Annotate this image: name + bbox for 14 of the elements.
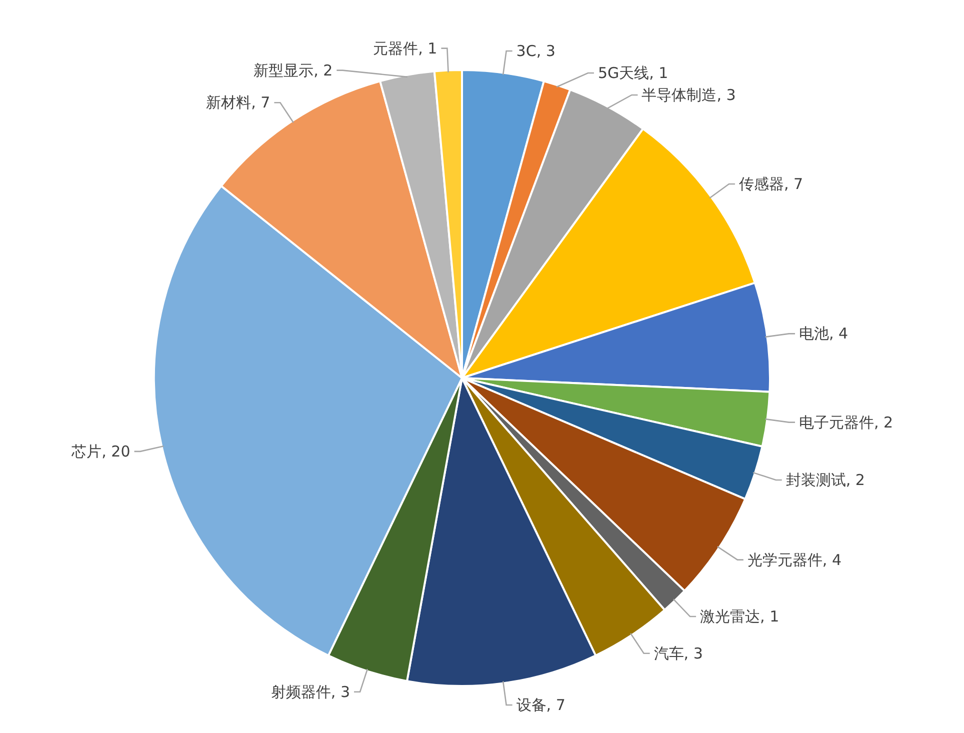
label-半导体制造: 半导体制造, 3 <box>642 86 736 104</box>
label-设备: 设备, 7 <box>516 696 566 714</box>
label-射频器件: 射频器件, 3 <box>270 682 350 701</box>
label-新型显示: 新型显示, 2 <box>254 61 333 80</box>
label-封装测试: 封装测试, 2 <box>786 470 865 489</box>
label-光学元器件: 光学元器件, 4 <box>747 550 842 569</box>
label-新材料: 新材料, 7 <box>206 94 270 112</box>
label-电池: 电池, 4 <box>799 324 848 343</box>
label-电子元器件: 电子元器件, 2 <box>799 413 894 432</box>
label-传感器: 传感器, 7 <box>738 175 804 194</box>
label-元器件: 元器件, 1 <box>373 39 438 58</box>
label-激光雷达: 激光雷达, 1 <box>700 608 780 626</box>
label-芯片: 芯片, 20 <box>72 442 130 460</box>
label-汽车: 汽车, 3 <box>654 644 703 662</box>
